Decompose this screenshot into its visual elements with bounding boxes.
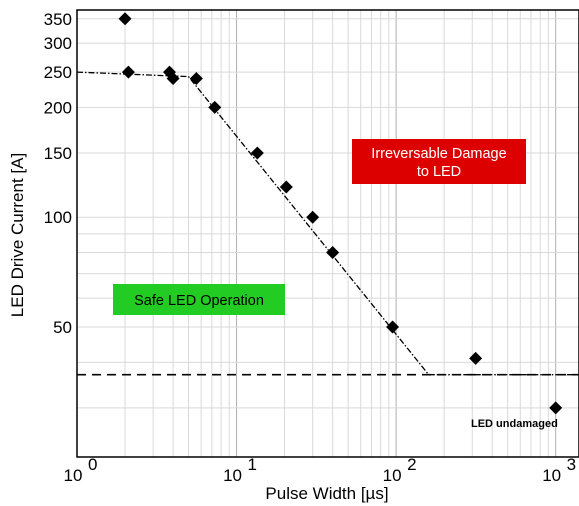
data-point bbox=[189, 72, 203, 86]
damage-region-line-1: Irreversable Damage bbox=[371, 146, 506, 162]
data-point bbox=[208, 100, 222, 114]
led-undamaged-label: LED undamaged bbox=[471, 418, 558, 430]
data-point bbox=[386, 320, 400, 334]
x-tick-label: 10 bbox=[542, 466, 561, 485]
y-tick-label: 100 bbox=[44, 208, 72, 227]
data-point bbox=[469, 351, 483, 365]
damage-threshold-curve bbox=[76, 71, 579, 376]
data-point bbox=[250, 146, 264, 160]
y-tick-label: 350 bbox=[44, 10, 72, 29]
data-point bbox=[279, 180, 293, 194]
data-point bbox=[306, 210, 320, 224]
x-tick-label: 10 bbox=[64, 466, 83, 485]
x-tick-exponent: 2 bbox=[407, 455, 416, 474]
grid bbox=[76, 10, 579, 457]
x-tick-exponent: 0 bbox=[88, 455, 97, 474]
plot-frame bbox=[76, 9, 579, 458]
threshold-lines bbox=[76, 71, 579, 376]
data-point bbox=[549, 401, 563, 415]
data-point bbox=[166, 72, 180, 86]
safe-region-label: Safe LED Operation bbox=[113, 284, 285, 315]
x-tick-label: 10 bbox=[223, 466, 242, 485]
y-tick-label: 150 bbox=[44, 144, 72, 163]
x-tick-label: 10 bbox=[383, 466, 402, 485]
x-tick-exponent: 3 bbox=[567, 455, 576, 474]
safe-region-box bbox=[113, 284, 285, 315]
damage-region-box bbox=[352, 139, 526, 184]
y-axis-label: LED Drive Current [A] bbox=[8, 153, 27, 317]
data-point bbox=[121, 65, 135, 79]
safe-region-text: Safe LED Operation bbox=[134, 293, 264, 309]
damage-region-label: Irreversable Damage to LED bbox=[352, 139, 526, 184]
data-point bbox=[118, 12, 132, 26]
damage-region-line-2: to LED bbox=[417, 164, 461, 180]
data-point bbox=[326, 246, 340, 260]
y-tick-label: 300 bbox=[44, 34, 72, 53]
y-tick-label: 200 bbox=[44, 98, 72, 117]
y-tick-label: 50 bbox=[53, 318, 72, 337]
x-axis-label: Pulse Width [µs] bbox=[265, 484, 388, 503]
data-points bbox=[118, 12, 563, 415]
y-tick-label: 250 bbox=[44, 63, 72, 82]
x-tick-exponent: 1 bbox=[248, 455, 257, 474]
